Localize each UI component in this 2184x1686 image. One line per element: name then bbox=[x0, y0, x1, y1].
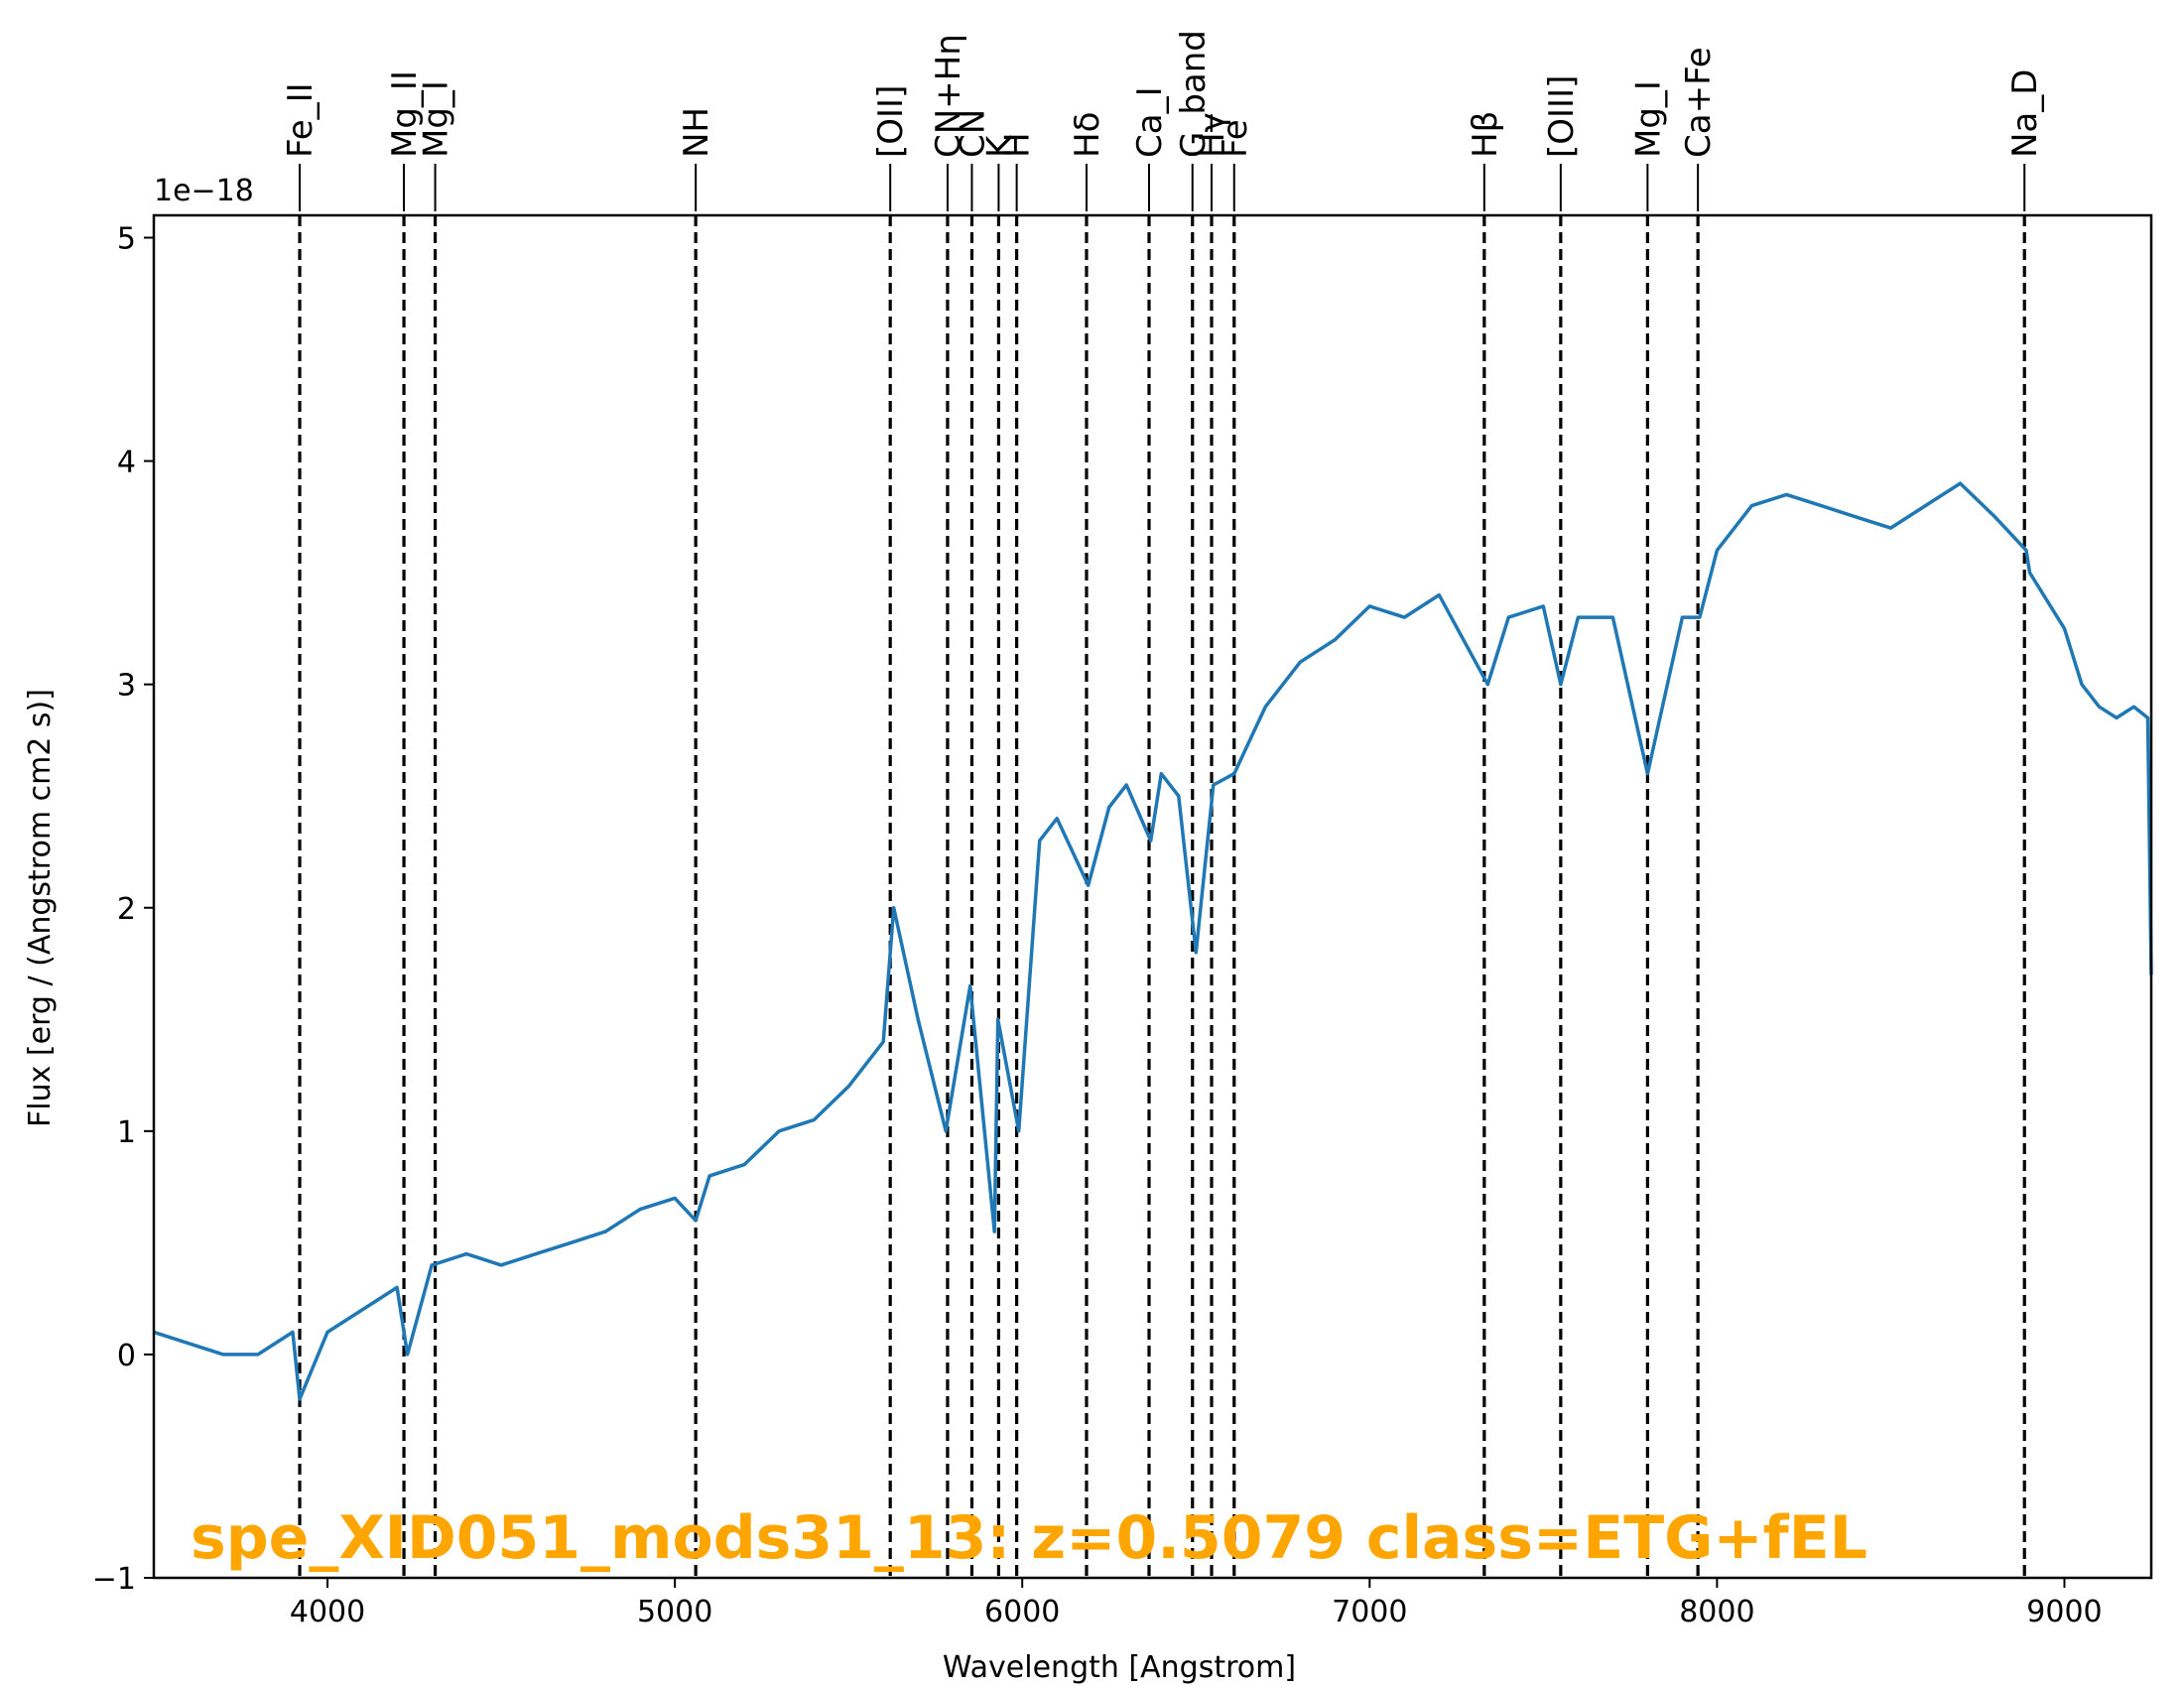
y-tick-label-2: 1 bbox=[117, 1115, 136, 1150]
spectral-line-label-13: Fe bbox=[1216, 119, 1255, 158]
spectral-line-label-7: K bbox=[979, 134, 1019, 158]
spectral-line-label-9: Hδ bbox=[1068, 112, 1107, 158]
plot-frame bbox=[152, 213, 2153, 1580]
spectrum-annotation: spe_XID051_mods31_13: z=0.5079 class=ETG… bbox=[191, 1503, 1867, 1573]
spectral-line-label-6: CN bbox=[953, 109, 992, 158]
spectral-line-label-8: H bbox=[998, 132, 1038, 158]
spectral-line-label-17: Ca+Fe bbox=[1679, 47, 1719, 158]
spectral-line-label-11: G_band bbox=[1174, 30, 1214, 158]
spectral-line-label-1: Mg_II bbox=[385, 70, 425, 158]
x-axis-title: Wavelength [Angstrom] bbox=[943, 1650, 1296, 1685]
x-tick-label-1: 5000 bbox=[637, 1595, 712, 1629]
spectral-line-label-3: NH bbox=[677, 107, 716, 158]
flux-series-line-0 bbox=[153, 481, 2153, 1401]
spectral-line-label-14: Hβ bbox=[1466, 111, 1505, 158]
y-tick-label-0: −1 bbox=[92, 1562, 136, 1597]
spectral-line-label-16: Mg_I bbox=[1628, 80, 1668, 158]
spectral-line-label-0: Fe_II bbox=[281, 82, 321, 158]
annotation-layer: spe_XID051_mods31_13: z=0.5079 class=ETG… bbox=[191, 1503, 1867, 1573]
y-tick-label-6: 5 bbox=[117, 222, 136, 257]
y-axis-ticks: −1 0 1 2 3 4 5 bbox=[92, 222, 154, 1597]
x-tick-label-5: 9000 bbox=[2026, 1595, 2102, 1629]
spectral-line-markers bbox=[298, 215, 2026, 1578]
y-tick-label-4: 3 bbox=[117, 669, 136, 704]
x-tick-label-3: 7000 bbox=[1332, 1595, 1407, 1629]
spectral-line-label-18: Na_D bbox=[2005, 69, 2045, 158]
spectral-line-label-15: [OIII] bbox=[1542, 75, 1582, 158]
y-tick-label-3: 2 bbox=[117, 892, 136, 927]
spectral-line-label-2: Mg_I bbox=[417, 80, 456, 158]
x-axis-ticks: 4000 5000 6000 7000 8000 9000 bbox=[290, 1578, 2103, 1629]
x-tick-label-0: 4000 bbox=[290, 1595, 365, 1629]
y-tick-label-5: 4 bbox=[117, 446, 136, 480]
x-tick-label-4: 8000 bbox=[1679, 1595, 1754, 1629]
spectral-line-label-10: Ca_I bbox=[1130, 86, 1170, 158]
spectral-line-label-12: Hγ bbox=[1193, 112, 1232, 158]
flux-series bbox=[153, 481, 2153, 1401]
y-tick-label-1: 0 bbox=[117, 1339, 136, 1373]
y-axis-offset-label: 1e−18 bbox=[154, 174, 254, 208]
spectral-line-label-4: [OII] bbox=[871, 85, 911, 158]
spectral-line-label-5: CN+Hη bbox=[929, 34, 968, 158]
y-axis-title: Flux [erg / (Angstrom cm2 s)] bbox=[23, 689, 58, 1127]
x-tick-label-2: 6000 bbox=[984, 1595, 1060, 1629]
